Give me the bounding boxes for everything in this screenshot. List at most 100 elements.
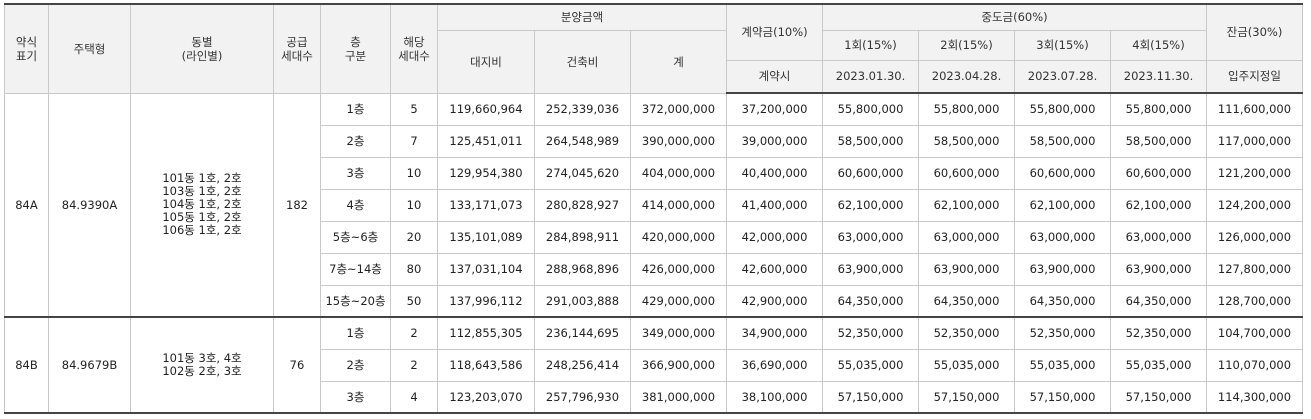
land-price-cell: 137,996,112 xyxy=(437,284,535,318)
interim-3-cell: 55,035,000 xyxy=(1014,348,1111,382)
floor-cell: 5층~6층 xyxy=(320,220,391,254)
dong-line: 106동 1호, 2호 xyxy=(162,223,242,238)
floor-cell: 15층~20층 xyxy=(320,284,391,318)
balance-cell: 126,000,000 xyxy=(1206,220,1303,254)
land-price-cell: 119,660,964 xyxy=(437,92,535,126)
type-cell: 84A xyxy=(4,92,49,318)
header-interim: 중도금(60%) xyxy=(822,3,1207,31)
table-row: 4층 10 133,171,073 280,828,927 414,000,000 41,… xyxy=(5,188,1303,222)
units-cell: 7 xyxy=(390,124,438,158)
table-body: 84A 84.9390A 101동 1호, 2호 103동 1호, 2호 104동 1호… xyxy=(4,92,1303,414)
header-land: 대지비 xyxy=(437,29,535,94)
interim-3-cell: 60,600,000 xyxy=(1014,156,1111,190)
interim-1-cell: 52,350,000 xyxy=(822,316,919,350)
building-price-cell: 288,968,896 xyxy=(534,252,631,286)
floor-cell: 2층 xyxy=(320,124,391,158)
balance-cell: 114,300,000 xyxy=(1206,380,1303,414)
interim-2-cell: 63,900,000 xyxy=(918,252,1015,286)
units-cell: 80 xyxy=(390,252,438,286)
interim-3-cell: 58,500,000 xyxy=(1014,124,1111,158)
interim-4-cell: 55,035,000 xyxy=(1110,348,1207,382)
table-header: 약식 표기 주택형 동별 (라인별) 공급 세대수 층 구분 해당 세대수 분양금액 계약… xyxy=(4,3,1303,94)
supply-units-cell: 182 xyxy=(273,92,321,318)
units-cell: 2 xyxy=(390,316,438,350)
header-balance: 잔금(30%) xyxy=(1206,3,1303,61)
contract-cell: 41,400,000 xyxy=(726,188,823,222)
header-sale-price: 분양금액 xyxy=(437,3,727,31)
housing-type-cell: 84.9679B xyxy=(48,316,131,414)
interim-3-cell: 52,350,000 xyxy=(1014,316,1111,350)
building-price-cell: 257,796,930 xyxy=(534,380,631,414)
interim-2-cell: 64,350,000 xyxy=(918,284,1015,318)
interim-2-cell: 55,800,000 xyxy=(918,92,1015,126)
total-price-cell: 420,000,000 xyxy=(630,220,727,254)
interim-1-cell: 62,100,000 xyxy=(822,188,919,222)
interim-3-cell: 63,000,000 xyxy=(1014,220,1111,254)
price-table-container: 약식 표기 주택형 동별 (라인별) 공급 세대수 층 구분 해당 세대수 분양금액 계약… xyxy=(4,3,1303,414)
floor-cell: 4층 xyxy=(320,188,391,222)
type-cell: 84B xyxy=(4,316,49,414)
total-price-cell: 429,000,000 xyxy=(630,284,727,318)
header-interim-2-date: 2023.04.28. xyxy=(918,59,1015,94)
land-price-cell: 125,451,011 xyxy=(437,124,535,158)
interim-1-cell: 55,035,000 xyxy=(822,348,919,382)
interim-2-cell: 60,600,000 xyxy=(918,156,1015,190)
header-interim-3: 3회(15%) xyxy=(1014,29,1111,61)
interim-4-cell: 63,900,000 xyxy=(1110,252,1207,286)
contract-cell: 38,100,000 xyxy=(726,380,823,414)
balance-cell: 124,200,000 xyxy=(1206,188,1303,222)
interim-1-cell: 63,900,000 xyxy=(822,252,919,286)
interim-2-cell: 63,000,000 xyxy=(918,220,1015,254)
header-contract-when: 계약시 xyxy=(726,59,823,94)
total-price-cell: 404,000,000 xyxy=(630,156,727,190)
units-cell: 2 xyxy=(390,348,438,382)
building-price-cell: 280,828,927 xyxy=(534,188,631,222)
building-price-cell: 252,339,036 xyxy=(534,92,631,126)
contract-cell: 42,900,000 xyxy=(726,284,823,318)
floor-cell: 1층 xyxy=(320,316,391,350)
dong-lines-cell: 101동 1호, 2호 103동 1호, 2호 104동 1호, 2호 105동 1호… xyxy=(130,92,274,318)
contract-cell: 39,000,000 xyxy=(726,124,823,158)
interim-2-cell: 58,500,000 xyxy=(918,124,1015,158)
land-price-cell: 118,643,586 xyxy=(437,348,535,382)
contract-cell: 42,000,000 xyxy=(726,220,823,254)
dong-line: 101동 3호, 4호 xyxy=(162,351,242,365)
floor-cell: 1층 xyxy=(320,92,391,126)
interim-3-cell: 62,100,000 xyxy=(1014,188,1111,222)
balance-cell: 111,600,000 xyxy=(1206,92,1303,126)
interim-3-cell: 63,900,000 xyxy=(1014,252,1111,286)
interim-2-cell: 52,350,000 xyxy=(918,316,1015,350)
header-floor-section: 층 구분 xyxy=(320,3,391,94)
header-supply-units: 공급 세대수 xyxy=(273,3,321,94)
units-cell: 50 xyxy=(390,284,438,318)
balance-cell: 128,700,000 xyxy=(1206,284,1303,318)
dong-line: 103동 1호, 2호 xyxy=(162,184,242,199)
interim-4-cell: 60,600,000 xyxy=(1110,156,1207,190)
header-building-line: 동별 (라인별) xyxy=(130,3,274,94)
total-price-cell: 349,000,000 xyxy=(630,316,727,350)
header-type-label: 약식 표기 xyxy=(4,3,49,94)
land-price-cell: 129,954,380 xyxy=(437,156,535,190)
header-building: 건축비 xyxy=(534,29,631,94)
contract-cell: 36,690,000 xyxy=(726,348,823,382)
interim-1-cell: 58,500,000 xyxy=(822,124,919,158)
land-price-cell: 123,203,070 xyxy=(437,380,535,414)
land-price-cell: 133,171,073 xyxy=(437,188,535,222)
interim-3-cell: 55,800,000 xyxy=(1014,92,1111,126)
header-units: 해당 세대수 xyxy=(390,3,438,94)
table-row: 84A 84.9390A 101동 1호, 2호 103동 1호, 2호 104동 1호… xyxy=(4,92,1303,318)
units-cell: 10 xyxy=(390,156,438,190)
total-price-cell: 414,000,000 xyxy=(630,188,727,222)
contract-cell: 37,200,000 xyxy=(726,92,823,126)
interim-2-cell: 62,100,000 xyxy=(918,188,1015,222)
interim-2-cell: 57,150,000 xyxy=(918,380,1015,414)
interim-4-cell: 62,100,000 xyxy=(1110,188,1207,222)
floor-cell: 2층 xyxy=(320,348,391,382)
interim-2-cell: 55,035,000 xyxy=(918,348,1015,382)
total-price-cell: 381,000,000 xyxy=(630,380,727,414)
sale-price-table: 약식 표기 주택형 동별 (라인별) 공급 세대수 층 구분 해당 세대수 분양금액 계약… xyxy=(4,3,1303,414)
land-price-cell: 137,031,104 xyxy=(437,252,535,286)
units-cell: 20 xyxy=(390,220,438,254)
housing-type-cell: 84.9390A xyxy=(48,92,131,318)
total-price-cell: 366,900,000 xyxy=(630,348,727,382)
